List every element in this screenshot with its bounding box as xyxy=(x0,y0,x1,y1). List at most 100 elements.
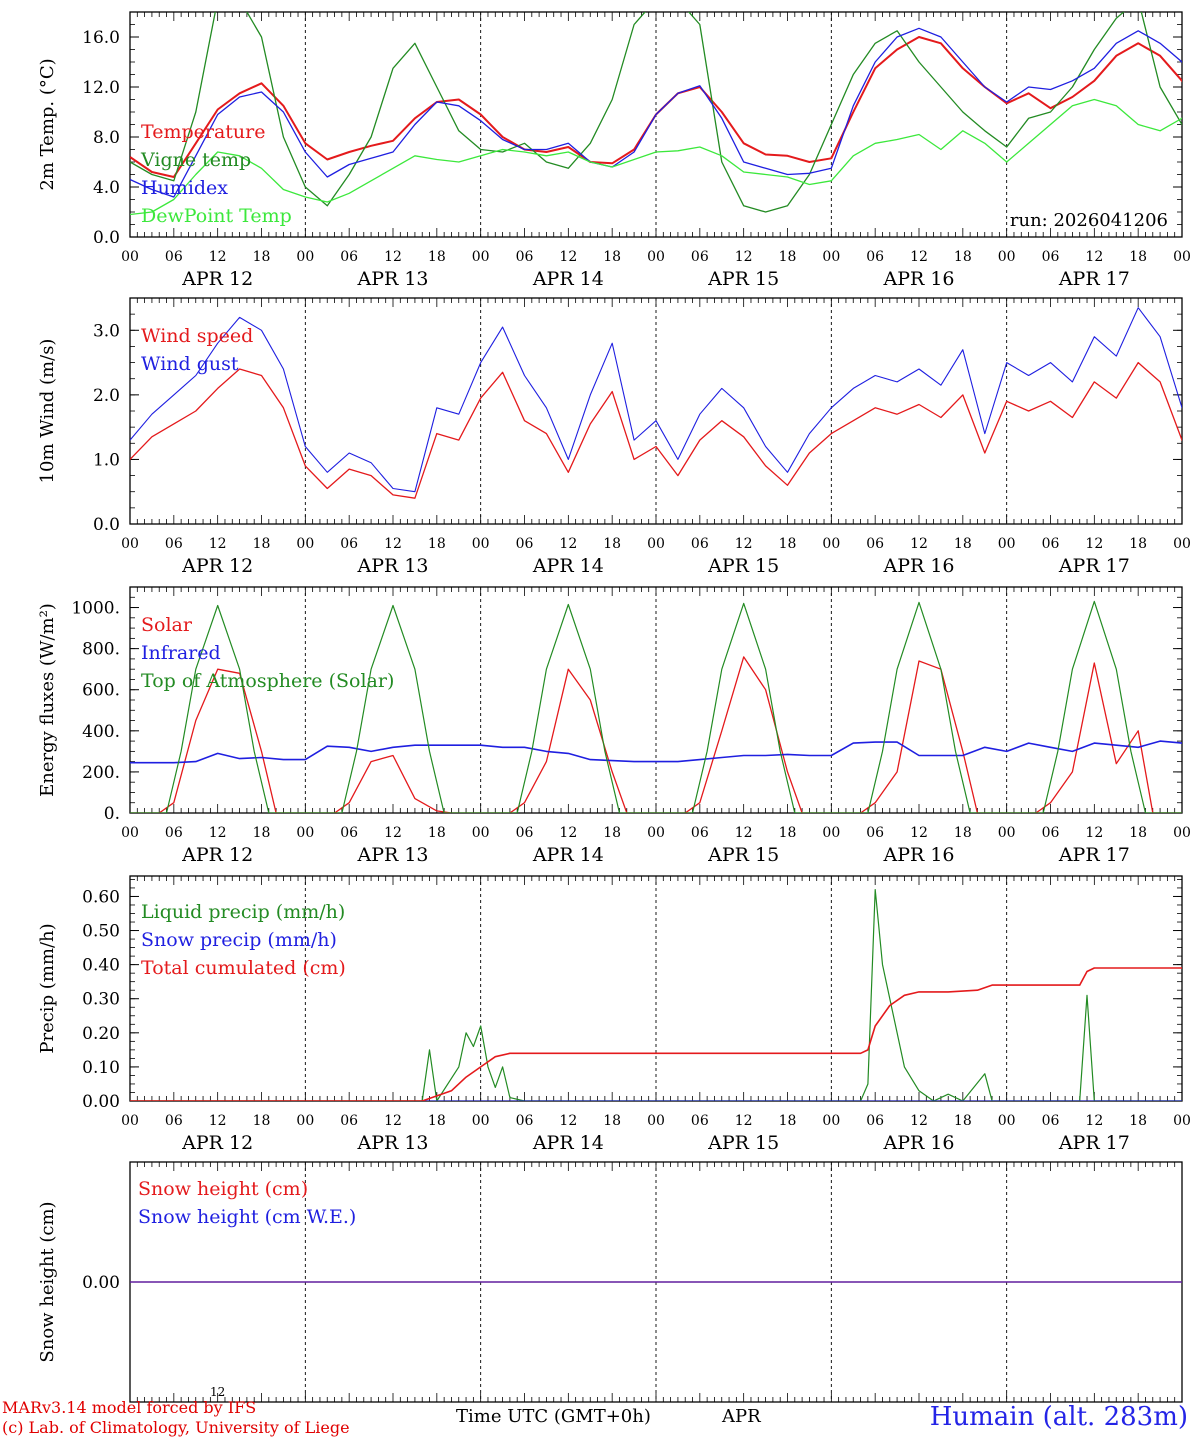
x-tick-label: 12 xyxy=(384,249,402,265)
x-tick-label: 18 xyxy=(779,249,797,265)
x-tick-label: 12 xyxy=(1085,249,1103,265)
series-total-cumulated-cm- xyxy=(130,967,1182,1101)
y-tick-label: 0.20 xyxy=(82,1024,120,1044)
x-day-label: APR 14 xyxy=(532,268,604,290)
series-line xyxy=(130,740,1182,764)
x-tick-label: 06 xyxy=(516,249,534,265)
x-day-label: APR 14 xyxy=(532,1132,604,1154)
panel-energy: 0. 200. 400. 600. 800. 1000. Energy fluxes (W/… xyxy=(37,586,1191,866)
lab-credit: (c) Lab. of Climatology, University of L… xyxy=(2,1418,350,1437)
x-tick-label: 18 xyxy=(428,1113,446,1129)
x-tick-label: 06 xyxy=(340,536,358,552)
x-tick-label: 00 xyxy=(998,1113,1016,1129)
x-tick-label: 06 xyxy=(1042,536,1060,552)
x-tick-label: 18 xyxy=(603,249,621,265)
y-tick-label: 200. xyxy=(82,763,120,783)
x-tick-label: 00 xyxy=(822,249,840,265)
x-tick-label: 00 xyxy=(472,825,490,841)
x-tick-label: 18 xyxy=(779,1113,797,1129)
x-tick-label: 06 xyxy=(866,249,884,265)
x-day-label: APR 17 xyxy=(1058,1132,1130,1154)
series-dewpoint-temp xyxy=(130,98,1182,216)
x-tick-label: 12 xyxy=(384,825,402,841)
x-tick-label: 00 xyxy=(647,536,665,552)
legend-entry: Vigne temp xyxy=(140,149,251,171)
legend-entry: Total cumulated (cm) xyxy=(141,957,346,979)
x-tick-label: 06 xyxy=(1042,249,1060,265)
y-axis-label: Energy fluxes (W/m²) xyxy=(37,603,58,797)
x-tick-label: 00 xyxy=(296,1113,314,1129)
x-day-label: APR 12 xyxy=(181,555,253,577)
panel-wind: 0.0 1.0 2.0 3.0 10m Wind (m/s) 00 06 12 18 00 06 12… xyxy=(37,297,1191,577)
legend-entry: DewPoint Temp xyxy=(141,205,292,227)
x-tick-label: 18 xyxy=(253,825,271,841)
x-tick-label: 06 xyxy=(1042,825,1060,841)
x-day-label: APR 16 xyxy=(882,555,954,577)
x-tick-label: 12 xyxy=(1085,825,1103,841)
x-tick-label: 00 xyxy=(647,1113,665,1129)
y-tick-label: 0.00 xyxy=(82,1273,120,1293)
y-tick-label: 0.30 xyxy=(82,990,120,1010)
x-tick-label: 00 xyxy=(296,536,314,552)
y-tick-label: 400. xyxy=(82,722,120,742)
x-tick-label: 00 xyxy=(1173,249,1191,265)
x-tick-label: 18 xyxy=(954,536,972,552)
x-tick-label: 06 xyxy=(516,825,534,841)
x-tick-label: 12 xyxy=(209,1113,227,1129)
legend-entry: Top of Atmosphere (Solar) xyxy=(141,670,394,692)
x-tick-label: 06 xyxy=(165,536,183,552)
legend-entry: Temperature xyxy=(141,121,265,143)
x-tick-label: 00 xyxy=(1173,825,1191,841)
x-day-label: APR 15 xyxy=(707,844,779,866)
x-day-label: APR 12 xyxy=(181,844,253,866)
legend-entry: Wind speed xyxy=(141,325,253,347)
x-tick-label: 12 xyxy=(735,536,753,552)
y-tick-label: 1.0 xyxy=(93,450,120,470)
x-tick-label: 06 xyxy=(165,1113,183,1129)
x-tick-label: 00 xyxy=(472,536,490,552)
series-line xyxy=(130,98,1182,216)
y-tick-label: 8.0 xyxy=(93,128,120,148)
y-tick-label: 0.0 xyxy=(93,515,120,535)
x-tick-label: 00 xyxy=(647,249,665,265)
x-tick-label: 00 xyxy=(296,825,314,841)
legend-entry: Wind gust xyxy=(141,353,239,375)
x-day-label: APR 16 xyxy=(882,844,954,866)
x-tick-label: 12 xyxy=(209,249,227,265)
x-tick-label: 00 xyxy=(647,825,665,841)
y-tick-label: 0.0 xyxy=(93,228,120,248)
y-tick-label: 0.50 xyxy=(82,922,120,942)
x-tick-label: 06 xyxy=(340,825,358,841)
x-tick-label: 00 xyxy=(822,536,840,552)
x-tick-label: 06 xyxy=(340,249,358,265)
month-label: APR xyxy=(722,1406,761,1427)
x-tick-label: 12 xyxy=(910,249,928,265)
series-vigne-temp xyxy=(130,12,1182,213)
x-tick-label: 00 xyxy=(296,249,314,265)
y-tick-label: 600. xyxy=(82,681,120,701)
x-tick-label: 00 xyxy=(121,825,139,841)
x-tick-label: 18 xyxy=(253,1113,271,1129)
x-tick-label: 18 xyxy=(954,1113,972,1129)
x-tick-label: 06 xyxy=(516,1113,534,1129)
x-tick-label: 00 xyxy=(121,536,139,552)
x-day-label: APR 13 xyxy=(356,1132,428,1154)
series-line xyxy=(130,27,1182,198)
x-tick-label: 06 xyxy=(691,536,709,552)
x-day-label: APR 13 xyxy=(356,555,428,577)
legend-entry: Snow height (cm) xyxy=(138,1178,308,1200)
y-tick-label: 4.0 xyxy=(93,178,120,198)
y-tick-label: 3.0 xyxy=(93,321,120,341)
x-day-label: APR 17 xyxy=(1058,555,1130,577)
x-tick-label: 12 xyxy=(209,825,227,841)
x-day-label: APR 12 xyxy=(181,268,253,290)
series-line xyxy=(130,888,1182,1101)
x-day-label: APR 15 xyxy=(707,555,779,577)
run-annotation: run: 2026041206 xyxy=(1010,210,1168,231)
x-tick-label: 06 xyxy=(866,825,884,841)
x-tick-label: 00 xyxy=(998,536,1016,552)
panel-temp: 0.0 4.0 8.0 12.0 16.0 2m Temp. (°C) 00 06 12 18 00… xyxy=(37,11,1191,290)
x-day-label: APR 16 xyxy=(882,1132,954,1154)
series-top-of-atmosphere-solar- xyxy=(130,600,1182,813)
legend-entry: Infrared xyxy=(141,642,221,664)
